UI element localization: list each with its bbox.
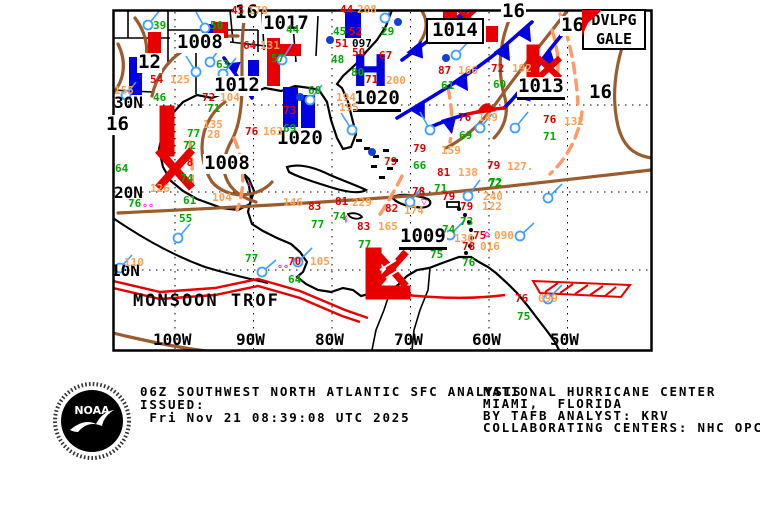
coastlines — [112, 9, 560, 351]
station-circle-icon — [292, 256, 304, 268]
station-circle-icon — [142, 19, 154, 31]
warm-front — [466, 103, 506, 116]
island-marks — [356, 139, 474, 255]
station-circle-icon — [256, 266, 268, 278]
gale-line2: GALE — [595, 29, 633, 48]
station-circle-icon — [509, 122, 521, 134]
chart-title: 06Z SOUTHWEST NORTH ATLANTIC SFC ANALYSI… — [140, 384, 523, 399]
station-circle-icon — [204, 56, 216, 68]
map-frame — [112, 9, 653, 352]
station-circle-icon — [190, 66, 202, 78]
itcz-hatch — [531, 279, 632, 299]
issued-timestamp: Fri Nov 21 08:39:08 UTC 2025 — [140, 410, 411, 425]
agency-name: NATIONAL HURRICANE CENTER — [483, 384, 717, 399]
sky-cover-dot-icon — [394, 18, 402, 26]
station-circle-icon — [450, 49, 462, 61]
issued-label: ISSUED: — [140, 397, 206, 412]
station-circle-icon — [424, 124, 436, 136]
station-circle-icon — [304, 94, 316, 106]
station-circle-icon — [514, 230, 526, 242]
station-circle-icon — [462, 190, 474, 202]
collaborating-centers: COLLABORATING CENTERS: NHC OPC — [483, 420, 760, 435]
station-circle-icon — [120, 89, 132, 101]
station-circle-icon — [542, 293, 554, 305]
sky-cover-dot-icon — [326, 36, 334, 44]
gale-line1: DVLPG — [591, 11, 637, 29]
station-circle-icon — [379, 12, 391, 24]
station-circle-icon — [199, 22, 211, 34]
map-margin-mask — [0, 0, 760, 380]
monsoon-trough-line — [112, 277, 506, 324]
station-circle-icon — [114, 262, 126, 274]
station-circle-icon — [217, 68, 229, 80]
sky-cover-dot-icon — [368, 148, 376, 156]
sky-cover-dot-icon — [442, 54, 450, 62]
agency-location: MIAMI, FLORIDA — [483, 396, 623, 411]
analyst-credit: BY TAFB ANALYST: KRV — [483, 408, 670, 423]
station-circle-icon — [172, 232, 184, 244]
station-circle-icon — [444, 229, 456, 241]
station-circle-icon — [474, 122, 486, 134]
station-circle-icon — [404, 196, 416, 208]
station-circle-icon — [276, 54, 288, 66]
gale-flag-icon — [582, 10, 602, 36]
station-circle-icon — [542, 192, 554, 204]
station-circle-icon — [346, 124, 358, 136]
trough-lines — [188, 12, 584, 218]
gale-warning-box: DVLPG GALE — [582, 9, 646, 50]
sky-cover-dot-icon — [296, 93, 304, 101]
